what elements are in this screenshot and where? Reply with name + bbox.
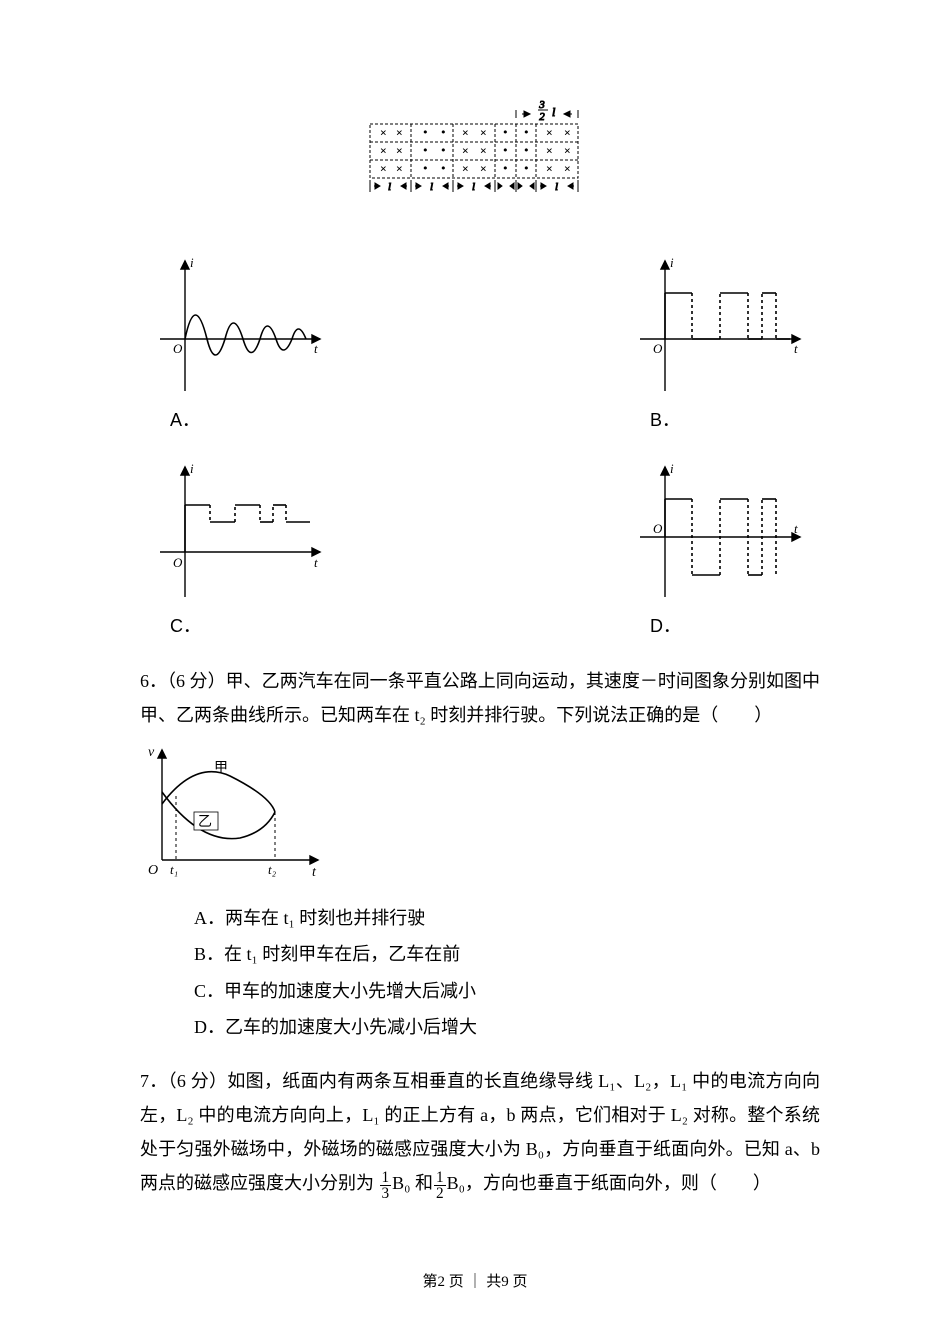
svg-text:×: × (546, 162, 553, 175)
q7-text-3: B₀，方向也垂直于纸面向外，则（ ） (447, 1173, 771, 1193)
frac-12: 12 (434, 1170, 446, 1202)
svg-text:•: • (440, 126, 447, 139)
q6-vt-graph: v t O t₁ t₂ 甲 乙 (140, 742, 820, 893)
q6-stem: 6．（6 分）甲、乙两汽车在同一条平直公路上同向运动，其速度－时间图象分别如图中… (140, 664, 820, 732)
svg-text:i: i (670, 461, 674, 476)
frac-13: 13 (380, 1170, 392, 1202)
dim-den: 2 (539, 111, 545, 123)
svg-text:×: × (480, 144, 487, 157)
svg-text:•: • (422, 162, 429, 175)
svg-text:O: O (653, 521, 663, 536)
option-a-label: A． (170, 403, 200, 437)
svg-text:×: × (380, 162, 387, 175)
svg-text:t₁: t₁ (170, 862, 178, 877)
svg-text:v: v (148, 745, 155, 760)
q6-option-d: D．乙车的加速度大小先减小后增大 (140, 1010, 820, 1044)
option-c-label: C． (170, 609, 201, 643)
axis-i: i (190, 255, 194, 270)
option-d-label: D． (650, 609, 681, 643)
svg-text:i: i (670, 255, 674, 270)
svg-text:×: × (480, 126, 487, 139)
svg-text:•: • (523, 126, 530, 139)
axis-t: t (314, 341, 318, 356)
dim-num: 3 (538, 100, 545, 111)
svg-text:×: × (546, 144, 553, 157)
svg-text:×: × (396, 162, 403, 175)
svg-text:•: • (440, 144, 447, 157)
label-jia: 甲 (214, 761, 228, 776)
label-yi: 乙 (198, 814, 212, 830)
svg-text:l: l (472, 181, 475, 193)
svg-text:•: • (502, 162, 509, 175)
svg-text:•: • (523, 144, 530, 157)
svg-text:t: t (794, 341, 798, 356)
q6-option-c: C．甲车的加速度大小先增大后减小 (140, 974, 820, 1008)
svg-text:O: O (148, 863, 158, 878)
svg-text:×: × (396, 144, 403, 157)
svg-text:×: × (564, 162, 571, 175)
q5-option-a: i t O A． (140, 251, 340, 437)
svg-text:l: l (430, 181, 433, 193)
svg-text:l: l (555, 181, 558, 193)
option-b-label: B． (650, 403, 680, 437)
svg-text:×: × (480, 162, 487, 175)
svg-text:•: • (502, 144, 509, 157)
svg-text:t: t (314, 555, 318, 570)
svg-text:•: • (422, 144, 429, 157)
svg-text:×: × (462, 162, 469, 175)
svg-text:i: i (190, 461, 194, 476)
page-footer: 第2 页 ｜ 共9 页 (0, 1268, 950, 1297)
q7: 7．（6 分）如图，纸面内有两条互相垂直的长直绝缘导线 L₁、L₂，L₁ 中的电… (140, 1064, 820, 1201)
dim-var: l (552, 105, 556, 119)
svg-text:×: × (462, 144, 469, 157)
svg-text:•: • (523, 162, 530, 175)
q5-field-strip-diagram: 3 2 l × × × × × × (140, 100, 820, 231)
q5-option-b: i t O B． (620, 251, 820, 437)
svg-text:t: t (794, 521, 798, 536)
svg-text:×: × (564, 126, 571, 139)
q7-stem: 7．（6 分）如图，纸面内有两条互相垂直的长直绝缘导线 L₁、L₂，L₁ 中的电… (140, 1064, 820, 1201)
q5-option-d: i t O D． (620, 457, 820, 643)
svg-text:O: O (173, 555, 183, 570)
q5-option-c: i t O C． (140, 457, 340, 643)
q7-text-2: B₀ 和 (392, 1173, 433, 1193)
svg-text:•: • (440, 162, 447, 175)
svg-text:t: t (312, 865, 317, 880)
svg-text:•: • (502, 126, 509, 139)
svg-text:×: × (546, 126, 553, 139)
q6: 6．（6 分）甲、乙两汽车在同一条平直公路上同向运动，其速度－时间图象分别如图中… (140, 664, 820, 1044)
svg-text:×: × (380, 126, 387, 139)
svg-text:×: × (462, 126, 469, 139)
svg-text:×: × (380, 144, 387, 157)
q6-option-b: B．在 t₁ 时刻甲车在后，乙车在前 (140, 937, 820, 971)
svg-text:l: l (388, 181, 391, 193)
origin: O (173, 341, 183, 356)
svg-text:×: × (396, 126, 403, 139)
svg-text:t₂: t₂ (268, 862, 277, 877)
svg-text:•: • (422, 126, 429, 139)
svg-text:×: × (564, 144, 571, 157)
q6-option-a: A．两车在 t₁ 时刻也并排行驶 (140, 901, 820, 935)
svg-text:O: O (653, 341, 663, 356)
